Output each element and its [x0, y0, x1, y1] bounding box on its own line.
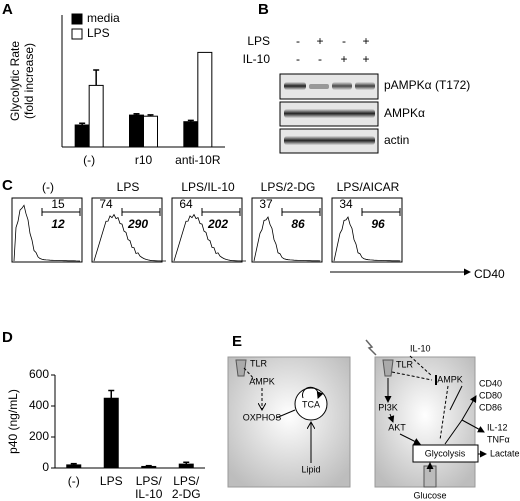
panel-label: C: [2, 177, 13, 194]
diagram-node: CD40: [479, 378, 502, 388]
x-tick-label: (-): [83, 153, 95, 167]
bar: [74, 124, 90, 148]
condition-sign: +: [362, 52, 369, 66]
diagram-node: PI3K: [378, 402, 398, 412]
histogram-title: LPS/2-DG: [261, 180, 316, 194]
gate-percent: 15: [51, 197, 65, 211]
diagram-node: CD80: [479, 390, 502, 400]
diagram-node: Lactate: [490, 448, 520, 458]
mfi: 290: [127, 217, 148, 231]
mfi: 96: [371, 217, 385, 231]
diagram-node: Glucose: [413, 490, 446, 500]
gate-percent: 34: [339, 197, 353, 211]
diagram-node: AMPK: [437, 374, 463, 384]
band-label: pAMPKα (T172): [384, 78, 470, 92]
x-tick-label: LPS: [100, 474, 123, 488]
diagram-node: Glycolysis: [425, 448, 466, 458]
bar: [183, 121, 199, 148]
histogram-curve: [93, 213, 166, 262]
histogram-frame: [331, 197, 403, 263]
legend-label: LPS: [87, 26, 110, 40]
diagram-node: Lipid: [301, 464, 320, 474]
condition-sign: +: [316, 34, 323, 48]
histogram-frame: [171, 197, 243, 263]
condition-label: LPS: [247, 34, 270, 48]
x-tick-label-line: LPS/: [136, 474, 163, 488]
gate-percent: 64: [179, 197, 193, 211]
histogram-title: LPS: [117, 180, 140, 194]
condition-sign: +: [340, 52, 347, 66]
mfi: 86: [291, 217, 305, 231]
y-axis-label: (fold increase): [22, 43, 36, 119]
y-tick-label: 200: [29, 429, 49, 443]
condition-sign: -: [296, 52, 300, 66]
bar: [88, 84, 104, 148]
x-tick-label: LPS/2-DG: [172, 474, 201, 501]
mfi: 12: [51, 217, 65, 231]
y-tick-label: 600: [29, 367, 49, 381]
y-axis-label: Glycolytic Rate: [8, 41, 22, 121]
condition-sign: +: [362, 34, 369, 48]
axis-label: CD40: [474, 267, 505, 281]
legend-label: media: [87, 11, 120, 25]
bar: [66, 464, 82, 469]
histogram-frame: [91, 197, 163, 263]
band-label: actin: [384, 133, 409, 147]
bar: [143, 115, 158, 148]
diagram-node: TCA: [302, 399, 320, 409]
x-tick-label: r10: [135, 153, 153, 167]
histogram-curve: [333, 216, 401, 262]
diagram-node: OXPHOS: [243, 412, 282, 422]
diagram-node: IL-10: [410, 343, 431, 353]
bar: [129, 114, 144, 148]
diagram-node: TLR: [250, 358, 268, 368]
histogram-curve: [13, 204, 81, 262]
x-tick-label: anti-10R: [175, 153, 221, 167]
y-axis-label: p40 (ng/mL): [6, 389, 20, 454]
bar: [197, 51, 213, 148]
histogram-title: (-): [42, 180, 54, 194]
histogram-title: LPS/IL-10: [181, 180, 235, 194]
mfi: 202: [207, 217, 228, 231]
x-tick-label-line: 2-DG: [172, 487, 201, 501]
bar: [178, 463, 194, 469]
gate-percent: 74: [99, 197, 113, 211]
diagram-node: CD86: [479, 402, 502, 412]
blot: [279, 73, 379, 154]
diagram-node: IL-12: [487, 422, 508, 432]
bar: [141, 465, 157, 469]
x-tick-label: (-): [68, 474, 80, 488]
histogram-frame: [11, 197, 83, 263]
x-tick-label-line: IL-10: [135, 487, 163, 501]
histogram-frame: [251, 197, 323, 263]
diagram: [227, 339, 487, 488]
panel-label: B: [258, 1, 269, 18]
gate-percent: 37: [259, 197, 273, 211]
diagram-node: TNFα: [487, 434, 510, 444]
band-label: AMPKα: [384, 106, 425, 120]
bar: [103, 397, 119, 469]
x-tick-label-line: LPS/: [173, 474, 200, 488]
diagram-node: TLR: [396, 359, 414, 369]
histogram-title: LPS/AICAR: [337, 180, 400, 194]
histogram-curve: [173, 213, 246, 262]
legend-swatch: [71, 28, 83, 40]
x-tick-label: LPS/IL-10: [135, 474, 163, 501]
panel-label: D: [2, 329, 13, 346]
condition-sign: -: [342, 34, 346, 48]
histogram-curve: [253, 216, 321, 262]
diagram-node: AKT: [388, 422, 406, 432]
panel-label: A: [2, 1, 13, 18]
y-tick-label: 400: [29, 398, 49, 412]
y-tick-label: 0: [42, 460, 49, 474]
panel-label: E: [232, 333, 242, 350]
legend-swatch: [71, 13, 83, 25]
condition-label: IL-10: [243, 52, 271, 66]
condition-sign: -: [318, 52, 322, 66]
diagram-node: AMPK: [249, 376, 275, 386]
condition-sign: -: [296, 34, 300, 48]
